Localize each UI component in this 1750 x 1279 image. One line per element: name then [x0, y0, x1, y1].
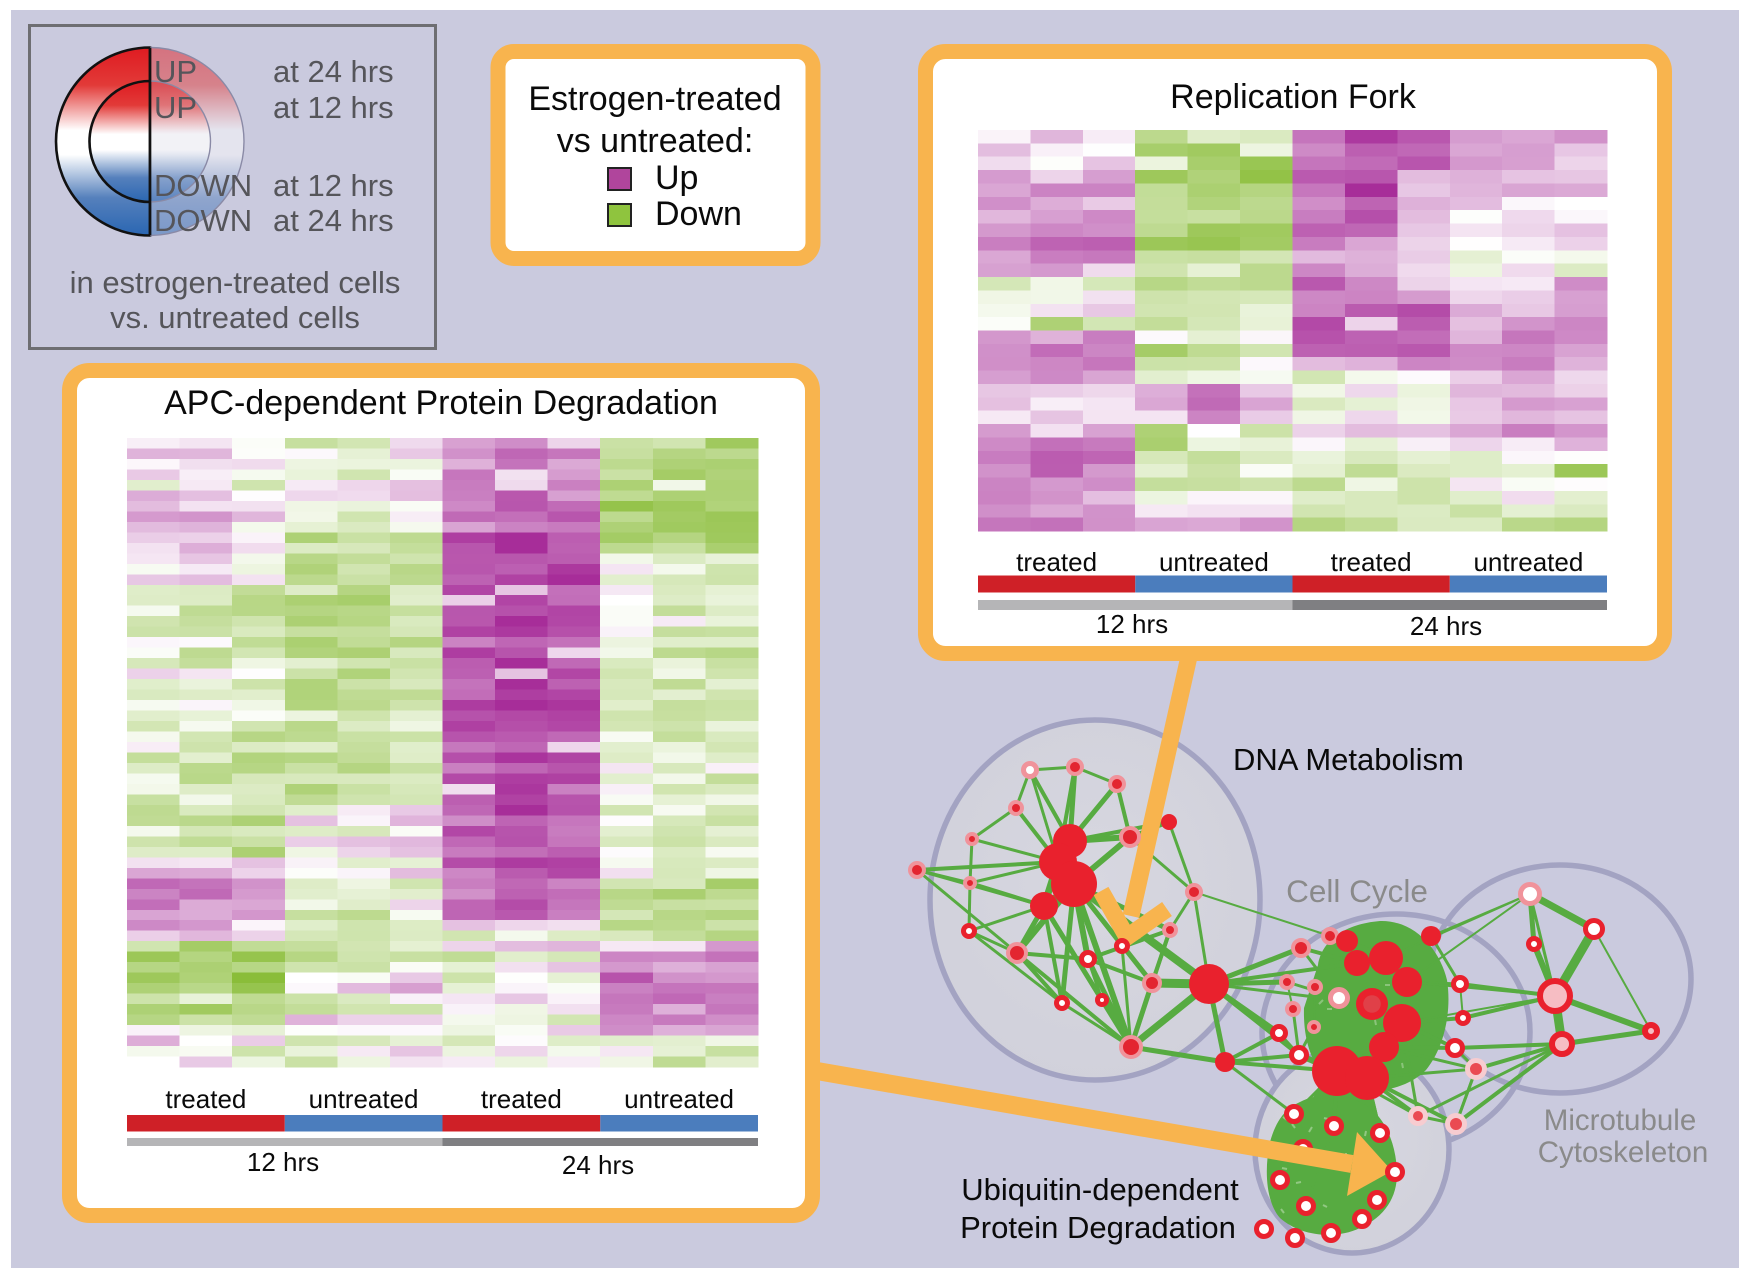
svg-text:treated: treated: [1331, 547, 1412, 577]
svg-text:Down: Down: [655, 195, 742, 233]
svg-text:Replication Fork: Replication Fork: [1170, 78, 1417, 116]
svg-text:untreated: untreated: [624, 1084, 734, 1114]
svg-text:untreated: untreated: [309, 1084, 419, 1114]
svg-text:Protein Degradation: Protein Degradation: [960, 1210, 1236, 1245]
svg-text:vs untreated:: vs untreated:: [557, 122, 754, 160]
svg-text:vs. untreated cells: vs. untreated cells: [110, 300, 360, 335]
svg-text:treated: treated: [481, 1084, 562, 1114]
svg-text:UP: UP: [154, 54, 197, 89]
svg-text:at 12 hrs: at 12 hrs: [273, 168, 394, 203]
svg-text:untreated: untreated: [1473, 547, 1583, 577]
svg-text:12 hrs: 12 hrs: [1096, 609, 1168, 639]
svg-text:24 hrs: 24 hrs: [1410, 611, 1482, 641]
svg-text:DOWN: DOWN: [154, 168, 252, 203]
svg-text:at 24 hrs: at 24 hrs: [273, 54, 394, 89]
svg-text:DNA Metabolism: DNA Metabolism: [1233, 742, 1464, 777]
svg-text:treated: treated: [1016, 547, 1097, 577]
svg-text:UP: UP: [154, 90, 197, 125]
svg-text:in estrogen-treated cells: in estrogen-treated cells: [70, 265, 401, 300]
svg-text:12 hrs: 12 hrs: [247, 1147, 319, 1177]
svg-text:at 12 hrs: at 12 hrs: [273, 90, 394, 125]
svg-text:DOWN: DOWN: [154, 203, 252, 238]
svg-text:Cell Cycle: Cell Cycle: [1286, 873, 1428, 909]
svg-text:Up: Up: [655, 159, 698, 197]
svg-text:24 hrs: 24 hrs: [562, 1150, 634, 1180]
svg-text:APC-dependent Protein Degradat: APC-dependent Protein Degradation: [164, 384, 718, 422]
svg-text:treated: treated: [165, 1084, 246, 1114]
svg-text:Cytoskeleton: Cytoskeleton: [1538, 1136, 1709, 1169]
svg-text:Microtubule: Microtubule: [1544, 1104, 1696, 1137]
svg-text:Estrogen-treated: Estrogen-treated: [528, 80, 781, 118]
svg-text:untreated: untreated: [1159, 547, 1269, 577]
svg-text:at 24 hrs: at 24 hrs: [273, 203, 394, 238]
svg-text:Ubiquitin-dependent: Ubiquitin-dependent: [961, 1172, 1239, 1207]
